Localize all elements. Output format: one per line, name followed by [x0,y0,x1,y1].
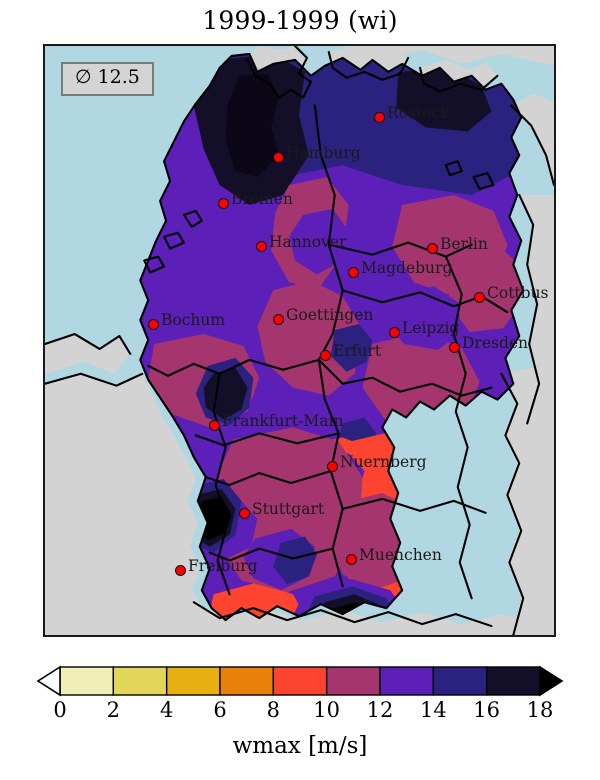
city-dot-icon [217,197,229,209]
city-label: Magdeburg [361,259,453,277]
colorbar-tick-12: 12 [366,698,394,722]
city-dot-icon [448,341,460,353]
colorbar[interactable]: 0 2 4 6 8 10 12 14 16 18 wmax [m/s] [0,655,600,780]
mean-value-box: ∅ 12.5 [61,62,154,96]
city-dot-icon [238,507,250,519]
colorbar-tick-0: 0 [53,698,67,722]
city-label: Goettingen [286,306,374,324]
colorbar-band-12-14 [379,666,435,696]
city-dot-icon [347,266,359,278]
city-label: Stuttgart [252,500,325,518]
colorbar-tick-6: 6 [213,698,227,722]
city-dot-icon [426,242,438,254]
city-label: Freiburg [188,557,258,575]
city-dot-icon [373,111,385,123]
colorbar-tick-4: 4 [159,698,174,722]
city-dot-icon [272,151,284,163]
city-label: Berlin [440,235,488,253]
city-label: Nuernberg [340,453,427,471]
colorbar-band-14-16 [432,666,488,696]
colorbar-extend-max-arrow-icon [539,665,564,697]
colorbar-tick-16: 16 [473,698,501,722]
city-dot-icon [174,564,186,576]
city-label: Muenchen [359,546,442,564]
city-label: Erfurt [333,342,382,360]
city-label: Dresden [462,334,529,352]
colorbar-band-2-4 [112,666,168,696]
colorbar-band-6-8 [219,666,275,696]
colorbar-band-8-10 [272,666,328,696]
city-label: Bremen [231,190,293,208]
city-dot-icon [345,553,357,565]
city-label: Hannover [269,233,347,251]
page-title: 1999-1999 (wi) [202,6,398,35]
city-dot-icon [388,326,400,338]
city-dot-icon [473,291,485,303]
colorbar-tick-10: 10 [313,698,341,722]
city-label: Leipzig [402,319,460,337]
colorbar-band-4-6 [165,666,221,696]
colorbar-band-16-18 [485,666,541,696]
colorbar-tick-8: 8 [266,698,281,722]
colorbar-axis-label: wmax [m/s] [232,733,368,759]
city-label: Rostock [387,104,450,122]
colorbar-tick-2: 2 [106,698,121,722]
city-label: Frankfurt-Main [222,412,344,430]
city-label: Bochum [161,311,226,329]
colorbar-tick-18: 18 [526,698,554,722]
colorbar-extend-min-arrow-icon [36,665,61,697]
colorbar-band-0-2 [59,666,115,696]
city-dot-icon [326,460,338,472]
city-dot-icon [319,349,331,361]
city-label: Hamburg [286,144,361,162]
colorbar-swatches [36,665,564,697]
colorbar-tick-14: 14 [419,698,447,722]
city-dot-icon [208,419,220,431]
map-panel[interactable]: ∅ 12.5 Rostock Hamburg Bremen Hannover Berli… [43,44,556,637]
colorbar-tick-labels: 0 2 4 6 8 10 12 14 16 18 [0,700,600,728]
map-borders [45,46,554,635]
map-contour-svg [45,46,554,635]
city-dot-icon [272,313,284,325]
city-label: Cottbus [487,284,549,302]
city-dot-icon [255,240,267,252]
colorbar-band-10-12 [325,666,381,696]
city-dot-icon [147,318,159,330]
